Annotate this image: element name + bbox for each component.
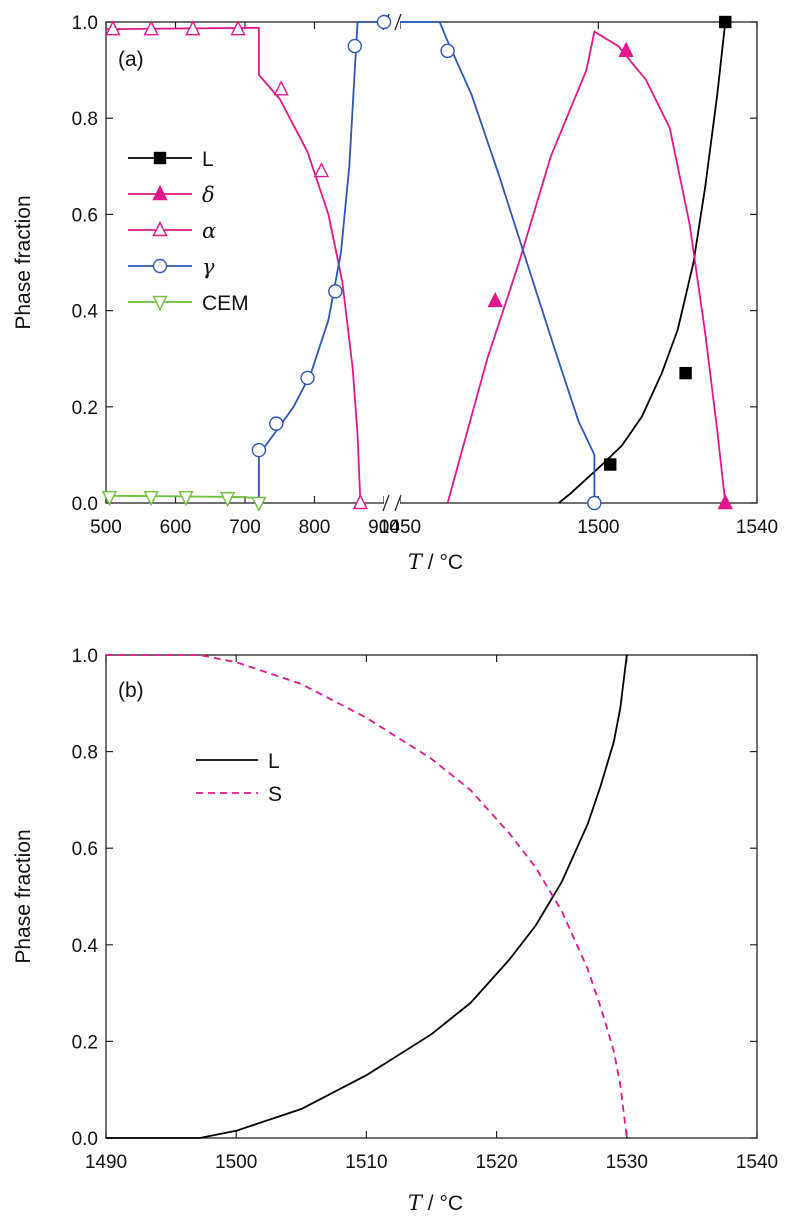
x-tick-label: 1510 [345,1152,387,1173]
y-tick-label: 0.6 [72,839,98,860]
legend-marker-2 [152,220,168,237]
series-marker-3 [251,442,267,458]
series-marker-4 [251,496,267,513]
series-line-1 [446,30,727,504]
panel-label-a: (a) [118,48,144,71]
legend-marker-1 [152,184,168,201]
axis-break-mark [382,494,390,512]
x-tick-label: 500 [90,517,122,538]
y-tick-label: 1.0 [72,13,98,34]
series-marker-3 [269,416,284,431]
y-tick-label: 0.0 [72,494,98,515]
x-tick-label: 1500 [215,1152,257,1173]
x-tick-label: 1500 [577,517,619,538]
chart-b: 0.0 0.2 0.4 0.6 0.8 1.0 1490 1500 1510 1520 1530 15… [12,646,778,1215]
series-marker-1 [618,41,634,58]
series-marker-3 [587,495,602,511]
series-line-3 [400,21,596,503]
x-tick-label: 1520 [475,1152,517,1173]
x-tick-label: 800 [299,517,331,538]
y-tick-label: 0.8 [72,743,98,764]
series-marker-0 [679,366,692,380]
y-tick-label: 0.4 [72,302,99,323]
legend-label-0: L [268,750,280,773]
series-marker-2 [230,20,246,36]
x-axis-label-unit: / °C [422,551,463,574]
legend-label-3: γ [202,255,215,279]
x-tick-label: 600 [160,517,192,538]
series-marker-4 [219,491,236,508]
series-marker-4 [101,491,118,507]
axis-break-mark [394,13,402,31]
x-tick-label: 900 [368,517,400,538]
series-marker-4 [178,491,194,507]
x-axis-label-a: T / °C [408,550,463,574]
x-axis-label-b: T / °C [408,1191,463,1215]
series-marker-3 [376,14,392,30]
series-line-3 [258,21,384,503]
x-axis-label-var: T [408,550,424,574]
legend-marker-3 [152,258,168,274]
series-marker-3 [328,284,343,299]
x-tick-label: 1450 [379,517,421,538]
plot-frame-b [105,654,758,1139]
series-marker-2 [352,493,369,510]
series-marker-1 [487,291,503,308]
series-marker-4 [143,491,159,507]
series-marker-2 [273,80,289,96]
legend-label-1: δ [202,183,215,207]
y-tick-label: 0.6 [72,205,98,226]
series-marker-2 [143,20,159,36]
series-marker-3 [300,370,315,386]
legend-label-0: L [202,148,214,171]
x-tick-label: 700 [229,517,261,538]
series-line-0 [106,654,628,1139]
legend-label-2: α [202,219,216,243]
series-line-1 [106,654,628,1139]
axis-break-mark [394,494,402,512]
series-marker-3 [347,38,363,54]
x-axis-label-var: T [408,1191,424,1215]
legend-marker-0 [153,151,167,165]
x-tick-label: 1530 [606,1152,648,1173]
x-tick-label: 1490 [85,1152,127,1173]
series-marker-1 [717,493,733,510]
y-tick-label: 0.2 [72,1032,98,1053]
y-tick-label: 0.2 [72,398,98,419]
x-tick-label: 1540 [736,1152,778,1173]
legend-marker-4 [152,295,168,312]
x-tick-label: 1540 [736,517,778,538]
y-tick-label: 0.4 [72,936,99,957]
y-tick-label: 0.8 [72,109,98,130]
series-marker-2 [185,20,201,36]
series-marker-2 [313,162,330,178]
series-line-2 [105,26,362,504]
legend-label-1: S [268,783,282,806]
panel-label-b: (b) [118,679,144,702]
series-marker-0 [719,15,732,29]
series-marker-2 [105,20,121,36]
y-tick-label: 1.0 [72,646,98,667]
x-axis-label-unit: / °C [422,1192,463,1215]
series-marker-3 [440,43,455,59]
y-axis-label-a: Phase fraction [12,195,35,329]
series-line-0 [558,21,727,504]
y-tick-label: 0.0 [72,1129,98,1150]
legend-label-4: CEM [202,292,249,315]
y-axis-label-b: Phase fraction [12,829,35,963]
series-marker-0 [604,458,617,471]
